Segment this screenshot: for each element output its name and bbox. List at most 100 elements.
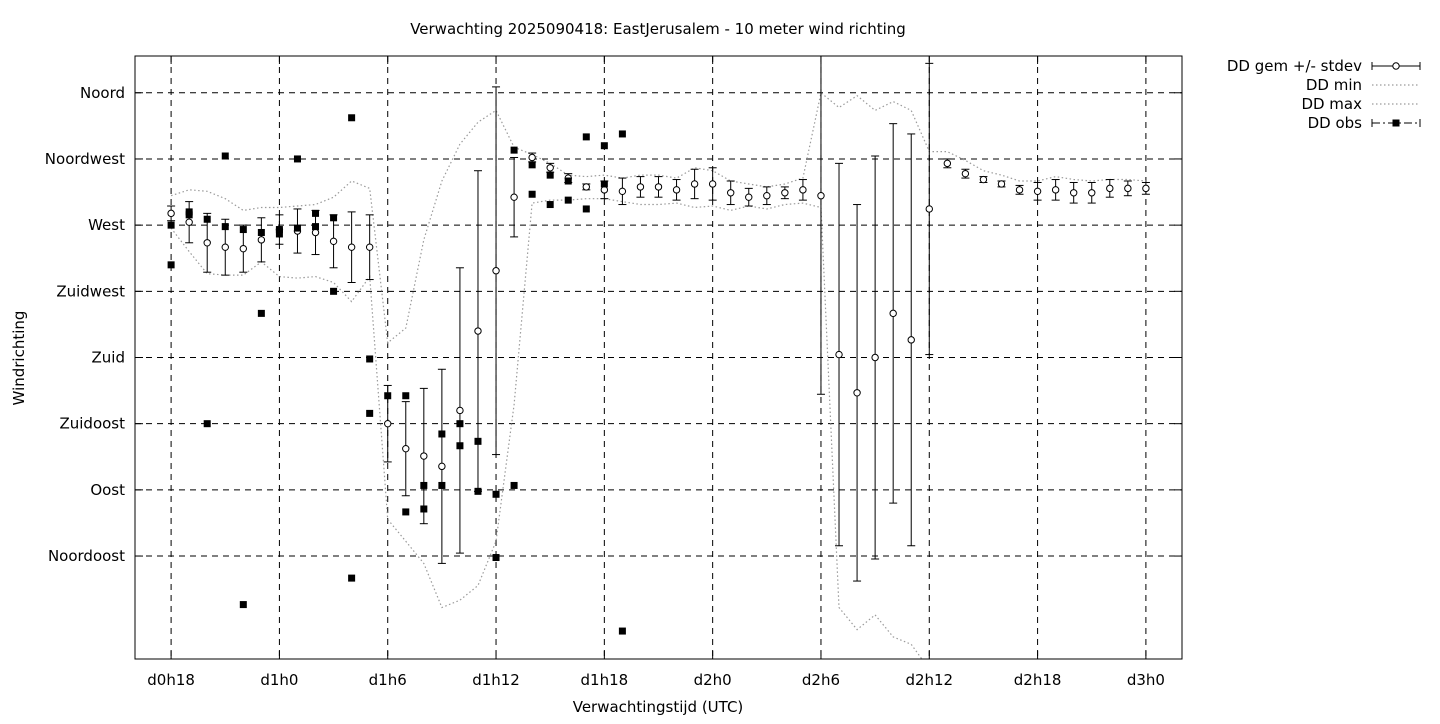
obs-point	[456, 442, 464, 450]
x-tick-label: d1h6	[369, 671, 407, 689]
obs-point	[312, 223, 320, 231]
obs-point	[564, 196, 572, 204]
mean-point	[1033, 187, 1042, 196]
x-tick-label: d1h18	[581, 671, 629, 689]
obs-point	[185, 211, 193, 219]
obs-point	[348, 114, 356, 122]
obs-point	[384, 392, 392, 400]
x-tick-label: d2h0	[694, 671, 732, 689]
mean-point	[799, 186, 807, 194]
y-tick-label: Noord	[80, 84, 125, 102]
y-tick-label: Zuidwest	[56, 282, 125, 300]
mean-point	[763, 192, 771, 200]
mean-point	[618, 187, 627, 196]
obs-point	[528, 161, 536, 169]
mean-point	[672, 186, 681, 194]
chart-title: Verwachting 2025090418: EastJerusalem - …	[410, 20, 906, 38]
obs-point	[564, 177, 572, 185]
x-tick-label: d2h18	[1014, 671, 1062, 689]
y-tick-label: Noordoost	[48, 547, 125, 565]
obs-point	[420, 505, 428, 513]
mean-point	[329, 237, 338, 246]
mean-point	[492, 267, 500, 275]
obs-point	[257, 309, 265, 317]
mean-point	[708, 180, 717, 188]
mean-point	[636, 183, 645, 191]
mean-point	[961, 169, 970, 178]
mean-point	[1124, 184, 1132, 193]
x-tick-layer: d0h18 d1h0 d1h6 d1h12 d1h18 d2h0 d2h6 d2h12 d2h1…	[147, 56, 1165, 689]
x-tick-label: d1h0	[260, 671, 298, 689]
mean-point	[871, 353, 879, 362]
mean-point	[853, 389, 861, 397]
mean-point	[817, 192, 825, 200]
mean-point	[456, 406, 464, 415]
y-tick-label: Zuid	[92, 349, 125, 367]
obs-point	[618, 130, 626, 138]
mean-point	[474, 327, 482, 335]
obs-point	[221, 223, 229, 231]
y-tick-label: Zuidoost	[59, 415, 125, 433]
x-tick-label: d3h0	[1127, 671, 1165, 689]
obs-point	[438, 430, 446, 438]
mean-point	[1015, 186, 1024, 194]
obs-point	[275, 230, 283, 238]
obs-point	[546, 171, 554, 179]
mean-point	[221, 243, 229, 251]
legend-label-min: DD min	[1306, 76, 1362, 94]
obs-point	[203, 420, 211, 428]
obs-point	[275, 226, 283, 234]
mean-point	[907, 336, 915, 344]
mean-point	[1106, 184, 1114, 193]
mean-point	[257, 236, 266, 244]
y-tick-label: Oost	[90, 481, 125, 499]
obs-point	[438, 481, 446, 489]
mean-point	[1088, 189, 1096, 197]
legend-swatch-obs-square	[1392, 119, 1400, 127]
obs-point	[582, 133, 590, 141]
legend-label-obs: DD obs	[1308, 114, 1363, 132]
x-tick-label: d2h12	[905, 671, 953, 689]
legend-label-max: DD max	[1301, 95, 1362, 113]
obs-point	[239, 226, 247, 234]
mean-point	[546, 164, 554, 172]
obs-point	[420, 481, 428, 489]
mean-point	[239, 244, 248, 253]
obs-point	[312, 209, 320, 217]
dd-max-line	[170, 91, 1146, 344]
mean-point	[185, 218, 193, 226]
mean-point	[1142, 184, 1150, 193]
obs-point	[167, 221, 175, 229]
y-axis-label: Windrichting	[10, 311, 28, 406]
obs-point	[293, 224, 301, 232]
obs-point	[600, 180, 608, 188]
mean-point	[925, 205, 933, 213]
mean-point	[943, 159, 952, 168]
obs-point	[366, 409, 374, 417]
x-tick-label: d0h18	[147, 671, 195, 689]
mean-point	[365, 243, 374, 251]
obs-point	[167, 261, 175, 269]
mean-point	[654, 183, 663, 191]
y-tick-layer: Noord Noordwest West Zuidwest Zuid Zuidoost Oo…	[45, 84, 1182, 565]
obs-point	[474, 487, 482, 495]
obs-point	[293, 155, 301, 163]
obs-point	[510, 481, 518, 489]
mean-point	[781, 189, 789, 197]
mean-point	[510, 193, 518, 201]
mean-point	[979, 175, 988, 184]
legend-label-mean: DD gem +/- stdev	[1227, 57, 1362, 75]
mean-point	[203, 239, 211, 247]
obs-point	[528, 190, 536, 198]
mean-point	[1051, 186, 1060, 194]
obs-point	[366, 355, 374, 363]
obs-point	[257, 228, 265, 236]
obs-point	[510, 146, 518, 154]
obs-point	[456, 420, 464, 428]
mean-point	[745, 193, 753, 201]
obs-point	[330, 287, 338, 295]
x-tick-label: d2h6	[802, 671, 840, 689]
